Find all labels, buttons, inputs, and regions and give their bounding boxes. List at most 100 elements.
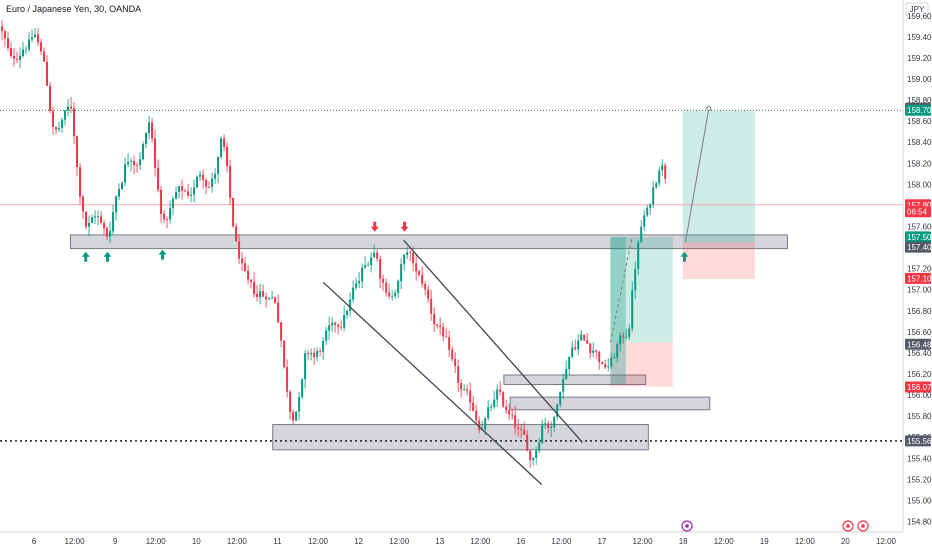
candle-body (397, 281, 400, 293)
candle-body (361, 267, 364, 282)
candle-body (79, 167, 82, 197)
position-profit-zone (682, 110, 755, 243)
candle-body (103, 222, 106, 229)
candle-body (346, 310, 349, 316)
candle-body (316, 350, 319, 357)
candle-body (40, 42, 43, 52)
candle-body (565, 369, 568, 380)
candle-body (454, 358, 457, 367)
candle-body (547, 423, 550, 429)
candle-body (157, 167, 160, 190)
candle-body (625, 336, 628, 338)
candle-body (379, 258, 382, 279)
candle-body (505, 406, 508, 411)
candle-body (220, 138, 223, 157)
x-tick-label: 12:00 (308, 537, 329, 546)
candle-body (265, 296, 268, 300)
candle-body (403, 254, 406, 265)
candle-body (394, 292, 397, 297)
y-tick-label: 156.000 (907, 391, 932, 400)
candle-body (10, 48, 13, 57)
candle-body (277, 302, 280, 323)
candle-body (61, 119, 64, 128)
candle-body (331, 322, 334, 326)
candle-body (307, 353, 310, 355)
candle-body (178, 186, 181, 192)
x-tick-label: 13 (435, 537, 444, 546)
candle-body (655, 183, 658, 188)
candle-body (262, 291, 265, 297)
candle-body (610, 357, 613, 367)
arrow-up-icon (103, 251, 112, 262)
x-tick-label: 12:00 (633, 537, 654, 546)
price-tag (905, 338, 931, 350)
candle-body (631, 290, 634, 329)
candle-body (280, 322, 283, 341)
candle-body (535, 450, 538, 458)
y-tick-label: 158.400 (907, 138, 932, 147)
candle-body (109, 231, 112, 237)
candle-body (208, 186, 211, 188)
candle-body (568, 356, 571, 370)
candle-body (472, 402, 475, 411)
candle-body (91, 217, 94, 223)
candle-body (166, 219, 169, 221)
candle-body (289, 391, 292, 413)
candle-body (232, 197, 235, 227)
candle-body (73, 108, 76, 137)
candle-body (85, 211, 88, 227)
candle-body (298, 396, 301, 412)
price-tag (905, 272, 931, 284)
candle-body (661, 165, 664, 171)
candle-body (244, 263, 247, 271)
candle-body (49, 85, 52, 112)
x-tick-label: 19 (760, 537, 769, 546)
candle-body (238, 241, 241, 259)
y-tick-label: 156.600 (907, 328, 932, 337)
candle-body (382, 278, 385, 283)
price-tag-label: 157.404 (907, 243, 932, 252)
position-loss-zone (610, 342, 673, 387)
candle-body (250, 279, 253, 283)
candle-body (124, 164, 127, 183)
x-tick-label: 20 (841, 537, 850, 546)
currency-label: JPY (910, 5, 925, 14)
candle-body (31, 37, 34, 40)
event-icon (681, 520, 693, 532)
y-tick-label: 156.200 (907, 370, 932, 379)
trend-line (684, 108, 710, 243)
candle-body (46, 61, 49, 86)
candle-body (364, 265, 367, 268)
candle-body (76, 136, 79, 168)
candle-body (478, 420, 481, 431)
candle-body (400, 264, 403, 282)
candle-body (493, 399, 496, 408)
y-tick-label: 156.800 (907, 307, 932, 316)
y-tick-label: 155.200 (907, 475, 932, 484)
candle-body (574, 347, 577, 350)
candle-body (163, 214, 166, 220)
candle-body (112, 212, 115, 232)
candle-body (415, 263, 418, 272)
candle-body (550, 427, 553, 429)
candle-body (490, 407, 493, 408)
candle-body (559, 391, 562, 405)
candle-body (313, 352, 316, 357)
candle-body (418, 271, 421, 275)
candle-body (13, 56, 16, 59)
price-tag-label: 156.482 (907, 340, 932, 349)
candle-body (28, 39, 31, 50)
candle-body (520, 428, 523, 430)
candle-body (127, 161, 130, 165)
candle-body (229, 166, 232, 198)
x-tick-label: 12:00 (551, 537, 572, 546)
candle-body (88, 222, 91, 227)
candle-body (496, 389, 499, 400)
y-tick-label: 155.000 (907, 496, 932, 505)
candle-body (448, 337, 451, 350)
candle-body (622, 335, 625, 338)
candle-body (484, 418, 487, 430)
candle-body (97, 216, 100, 218)
candle-body (370, 257, 373, 265)
